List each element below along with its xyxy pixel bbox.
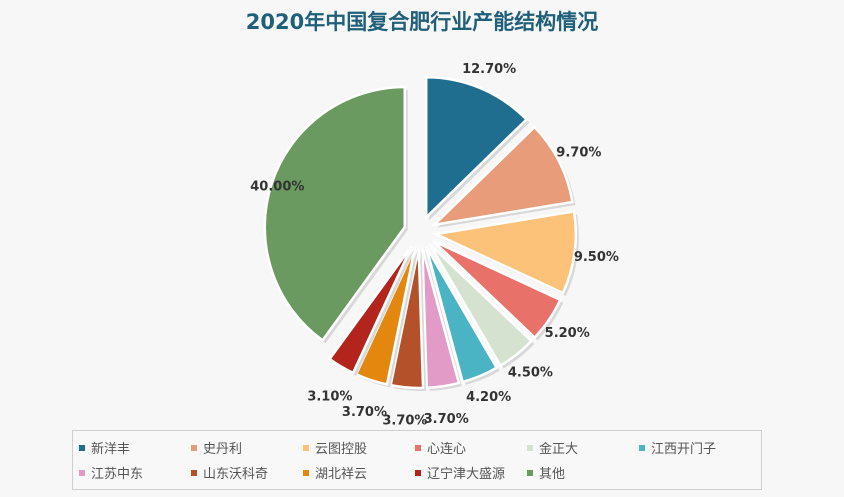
legend-label: 江苏中东 bbox=[91, 467, 144, 482]
legend-item: 其他 bbox=[527, 460, 639, 485]
legend-swatch bbox=[191, 444, 197, 451]
legend-item: 云图控股 bbox=[303, 435, 415, 460]
legend-swatch bbox=[639, 444, 645, 451]
pie-slice-江苏中东 bbox=[421, 247, 461, 390]
data-label: 3.70% bbox=[424, 412, 469, 427]
pie-slice-新洋丰 bbox=[424, 76, 529, 221]
chart-title: 2020年中国复合肥行业产能结构情况 bbox=[245, 10, 599, 34]
legend-item: 江苏中东 bbox=[79, 460, 191, 485]
legend-label: 山东沃科奇 bbox=[203, 467, 269, 482]
pie-slice-山东沃科奇 bbox=[389, 247, 425, 390]
legend-item: 新洋丰 bbox=[79, 435, 191, 460]
legend-label: 湖北祥云 bbox=[315, 467, 368, 482]
legend-swatch bbox=[303, 469, 309, 476]
pie-slice-云图控股 bbox=[431, 209, 578, 295]
legend-item: 辽宁津大盛源 bbox=[415, 460, 527, 485]
legend-swatch bbox=[191, 469, 197, 476]
legend-swatch bbox=[415, 444, 421, 451]
legend-swatch bbox=[303, 444, 309, 451]
legend-label: 江西开门子 bbox=[651, 442, 717, 457]
data-label: 40.00% bbox=[250, 180, 304, 195]
legend-item: 心连心 bbox=[415, 435, 527, 460]
data-label: 4.20% bbox=[466, 390, 511, 405]
legend-item: 史丹利 bbox=[191, 435, 303, 460]
pie-slice-其他 bbox=[263, 85, 407, 343]
data-label: 12.70% bbox=[462, 62, 516, 77]
legend-label: 其他 bbox=[539, 467, 566, 482]
legend-item: 江西开门子 bbox=[639, 435, 751, 460]
legend-item: 山东沃科奇 bbox=[191, 460, 303, 485]
legend-swatch bbox=[415, 469, 421, 476]
legend-item: 金正大 bbox=[527, 435, 639, 460]
pie-slice-辽宁津大盛源 bbox=[327, 245, 414, 375]
data-label: 9.70% bbox=[556, 146, 601, 161]
legend: 新洋丰 史丹利 云图控股 心连心 金正大 江西开门子江苏中东 山东沃科奇 湖北祥云 辽宁津大盛源… bbox=[72, 430, 762, 490]
data-label: 3.70% bbox=[382, 413, 427, 428]
data-label: 3.70% bbox=[342, 405, 387, 420]
legend-swatch bbox=[79, 469, 85, 476]
legend-swatch bbox=[527, 469, 533, 476]
legend-label: 云图控股 bbox=[315, 442, 368, 457]
pie-slice-江西开门子 bbox=[424, 246, 499, 384]
legend-label: 金正大 bbox=[539, 442, 579, 457]
pie-slice-金正大 bbox=[428, 243, 534, 368]
data-label: 5.20% bbox=[545, 326, 590, 341]
legend-label: 辽宁津大盛源 bbox=[427, 467, 506, 482]
pie-slice-心连心 bbox=[432, 239, 562, 340]
pie-chart: 12.70%9.70%9.50%5.20%4.50%4.20%3.70%3.70… bbox=[250, 62, 619, 428]
pie-slice-史丹利 bbox=[430, 125, 574, 227]
data-label: 3.10% bbox=[307, 389, 352, 404]
data-label: 9.50% bbox=[574, 250, 619, 265]
legend-label: 史丹利 bbox=[203, 442, 243, 457]
legend-swatch bbox=[79, 444, 85, 451]
data-label: 4.50% bbox=[508, 366, 553, 381]
legend-label: 心连心 bbox=[427, 442, 467, 457]
legend-item: 湖北祥云 bbox=[303, 460, 415, 485]
legend-swatch bbox=[527, 444, 533, 451]
legend-label: 新洋丰 bbox=[91, 442, 131, 457]
